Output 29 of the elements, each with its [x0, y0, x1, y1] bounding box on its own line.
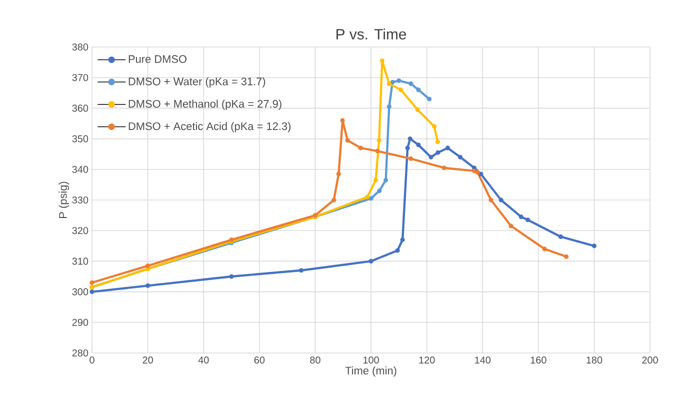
y-axis-title: P (psig) — [58, 182, 69, 218]
y-tick-label: 290 — [72, 318, 88, 326]
x-tick-label: 80 — [310, 356, 320, 364]
legend-label: DMSO + Acetic Acid (pKa = 12.3) — [128, 122, 290, 132]
x-tick-label: 60 — [254, 356, 265, 364]
y-tick-label: 280 — [72, 349, 88, 357]
x-tick-label: 180 — [586, 356, 602, 364]
x-tick-label: 160 — [530, 356, 546, 364]
y-tick-label: 350 — [72, 135, 88, 142]
x-tick-label: 200 — [642, 356, 658, 364]
chart-title: P vs. Time — [336, 28, 406, 40]
legend-label: DMSO + Water (pKa = 31.7) — [128, 77, 266, 88]
x-tick-label: 100 — [363, 356, 379, 364]
legend-label: DMSO + Methanol (pKa = 27.9) — [128, 100, 282, 110]
y-tick-label: 380 — [72, 43, 88, 51]
y-tick-label: 330 — [72, 196, 88, 204]
y-tick-label: 300 — [72, 288, 88, 296]
y-tick-label: 310 — [72, 258, 88, 265]
legend-label: Pure DMSO — [128, 55, 187, 63]
x-tick-label: 140 — [475, 356, 491, 364]
y-tick-label: 340 — [72, 166, 88, 173]
x-tick-label: 40 — [198, 356, 209, 364]
y-tick-label: 320 — [72, 227, 88, 234]
x-axis-title: Time (min) — [345, 366, 396, 377]
x-tick-label: 0 — [90, 356, 94, 364]
x-tick-label: 120 — [419, 356, 435, 364]
x-tick-label: 20 — [142, 356, 153, 364]
y-tick-label: 360 — [72, 104, 88, 112]
y-tick-label: 370 — [72, 74, 88, 82]
